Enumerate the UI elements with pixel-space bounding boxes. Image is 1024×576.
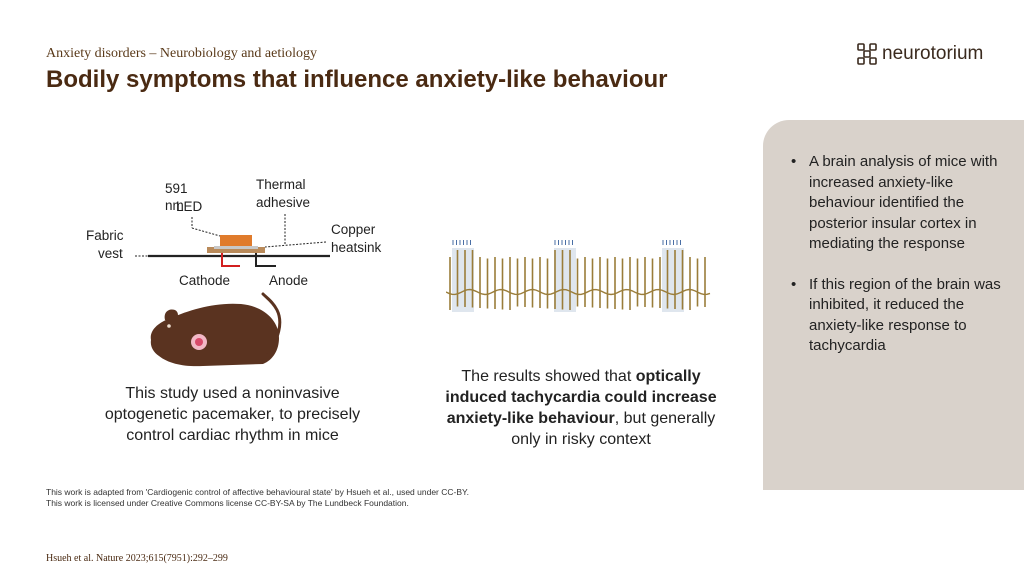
brand-name: neurotorium [882, 43, 984, 64]
pacemaker-schematic [135, 214, 330, 267]
finding-text: A brain analysis of mice with increased … [809, 153, 998, 252]
findings-panel [763, 120, 1024, 490]
bullet-dot-icon: • [791, 153, 797, 170]
results-caption-tail: , but generally only in risky context [511, 410, 716, 448]
thermal-label-line1: Thermal [256, 177, 306, 192]
cardiac-trace [446, 240, 711, 312]
page-title: Bodily symptoms that influence anxiety-l… [46, 66, 668, 93]
results-caption-highlight: optically induced tachycardia could incr… [445, 368, 717, 427]
credit-license: This work is licensed under Creative Com… [46, 498, 409, 508]
bullet-dot-icon: • [791, 275, 797, 293]
credit-adapted: This work is adapted from 'Cardiogenic c… [46, 487, 469, 497]
copper-label-line1: Copper [331, 222, 376, 237]
results-caption-lead: The results showed that [461, 368, 636, 385]
findings-list: • A brain analysis of mice with increase… [791, 152, 1001, 377]
license-credits: This work is adapted from 'Cardiogenic c… [46, 487, 469, 509]
section-subtitle: Anxiety disorders – Neurobiology and aet… [46, 46, 318, 61]
method-caption: This study used a noninvasive optogeneti… [104, 385, 361, 444]
thermal-label-line2: adhesive [256, 195, 311, 210]
reference: Hsueh et al. Nature 2023;615(7951):292–2… [46, 553, 228, 564]
fabric-label-line2: vest [98, 246, 123, 261]
finding-item: • A brain analysis of mice with increase… [791, 152, 1001, 255]
brand-logo[interactable]: neurotorium [856, 42, 983, 66]
led-label-line1: 591 nm [165, 181, 188, 213]
cathode-label: Cathode [179, 273, 231, 288]
fabric-label-line1: Fabric [86, 228, 124, 243]
neurotorium-logo-icon [857, 43, 877, 65]
results-caption: The results showed that optically induce… [440, 366, 722, 450]
mouse-illustration [150, 292, 282, 367]
finding-item: • If this region of the brain was inhibi… [791, 275, 1001, 357]
anode-label: Anode [269, 273, 309, 288]
led-label-line2: LED [176, 199, 203, 214]
copper-label-line2: heatsink [331, 240, 382, 255]
finding-text: If this region of the brain was inhibite… [809, 275, 1001, 355]
